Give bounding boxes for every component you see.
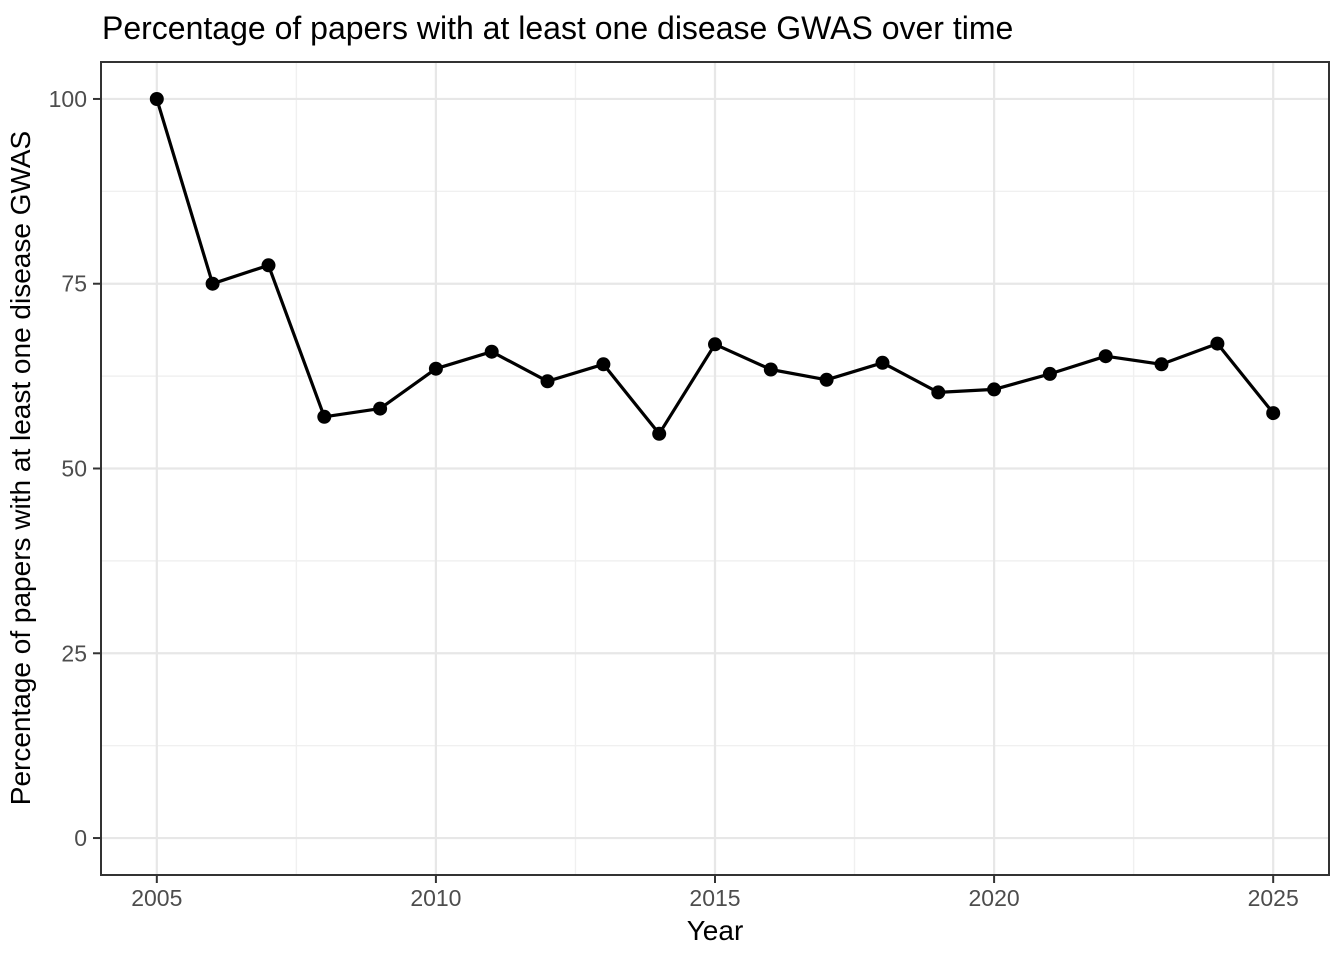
- grid-layer: [101, 62, 1329, 875]
- data-point: [261, 258, 276, 273]
- y-axis-title: Percentage of papers with at least one d…: [5, 131, 36, 805]
- y-tick-label: 75: [61, 271, 87, 297]
- data-point: [1042, 366, 1057, 381]
- y-tick-label: 0: [74, 825, 87, 851]
- data-point: [1154, 357, 1169, 372]
- data-point: [708, 337, 722, 352]
- data-point: [987, 382, 1002, 397]
- data-point: [819, 372, 834, 387]
- y-tick-label: 100: [49, 86, 87, 112]
- x-tick-label: 2020: [969, 885, 1020, 911]
- series-layer: [149, 92, 1281, 441]
- data-point: [1210, 336, 1225, 351]
- data-point: [1266, 406, 1281, 421]
- data-point: [931, 385, 946, 400]
- x-tick-label: 2015: [689, 885, 740, 911]
- data-point: [205, 276, 220, 291]
- chart-title: Percentage of papers with at least one d…: [102, 10, 1013, 46]
- axis-layer: 2005 2010 2015 2020 2025 0 25 50 75 100: [49, 86, 1299, 911]
- data-point: [149, 92, 164, 106]
- data-point: [317, 409, 332, 424]
- y-tick-label: 25: [61, 640, 87, 666]
- data-point: [1098, 349, 1113, 364]
- y-tick-label: 50: [61, 456, 87, 482]
- data-point: [428, 361, 443, 376]
- data-point: [652, 426, 667, 441]
- data-point: [596, 357, 611, 372]
- data-point: [373, 401, 388, 416]
- x-tick-label: 2010: [410, 885, 461, 911]
- data-point: [875, 355, 890, 370]
- x-axis-title: Year: [687, 915, 744, 946]
- data-point: [763, 362, 778, 377]
- x-tick-label: 2005: [131, 885, 182, 911]
- data-point: [484, 344, 499, 359]
- x-tick-label: 2025: [1248, 885, 1299, 911]
- data-point: [540, 374, 555, 389]
